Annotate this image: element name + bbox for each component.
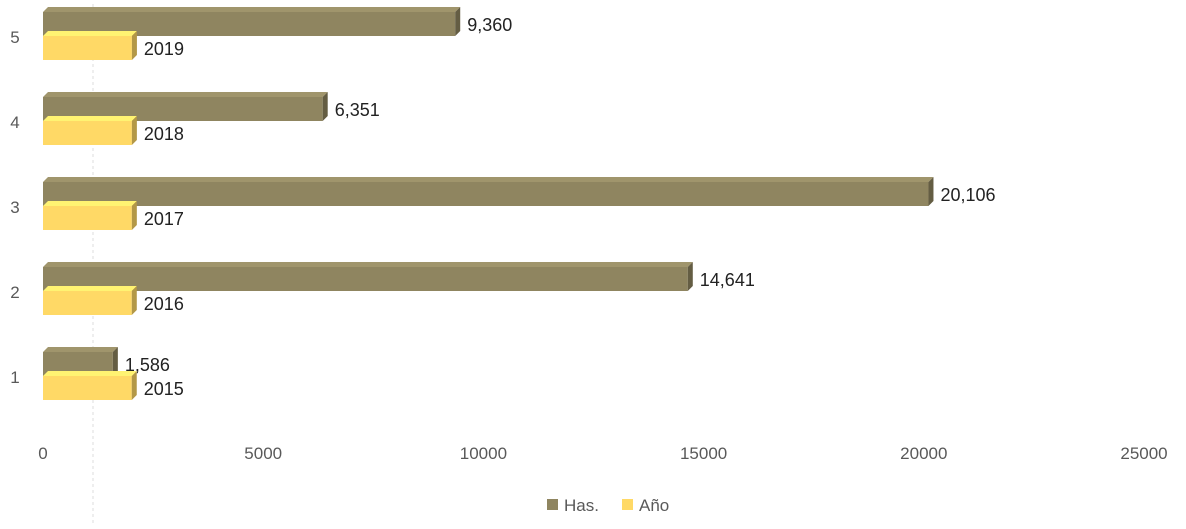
bar-top-face	[43, 177, 934, 182]
plot-area: 1 1,586 2015 2 14,641 2016 3 20,106 2017 4 6,351 20…	[10, 4, 1168, 524]
bar-front-face	[43, 182, 929, 206]
category-label: 1	[10, 368, 19, 387]
legend-swatch	[622, 499, 633, 510]
bar-top-face	[43, 262, 693, 267]
bar-front-face	[43, 376, 132, 400]
bar-ano	[43, 286, 137, 315]
bar-has	[43, 177, 934, 206]
data-label-ano: 2018	[144, 124, 184, 144]
bar-side-face	[928, 177, 934, 206]
bar-front-face	[43, 36, 132, 60]
legend-label: Has.	[564, 496, 599, 515]
bar-side-face	[112, 347, 118, 376]
legend-label: Año	[639, 496, 669, 515]
data-label-has: 6,351	[335, 100, 380, 120]
bar-top-face	[43, 201, 137, 206]
bar-top-face	[43, 92, 328, 97]
legend: Has. Año	[547, 496, 669, 515]
bar-top-face	[43, 347, 118, 352]
bar-side-face	[687, 262, 693, 291]
bar-ano	[43, 116, 137, 145]
data-label-has: 20,106	[940, 185, 995, 205]
data-label-ano: 2016	[144, 294, 184, 314]
bar-top-face	[43, 116, 137, 121]
bar-top-face	[43, 7, 461, 12]
data-label-ano: 2017	[144, 209, 184, 229]
legend-item: Has.	[547, 496, 599, 515]
bar-top-face	[43, 286, 137, 291]
bar-ano	[43, 201, 137, 230]
bar-front-face	[43, 267, 688, 291]
bar-side-face	[131, 201, 137, 230]
bar-has	[43, 92, 328, 121]
bar-front-face	[43, 121, 132, 145]
x-tick-label: 15000	[680, 444, 727, 463]
x-tick-label: 10000	[460, 444, 507, 463]
data-label-has: 1,586	[125, 355, 170, 375]
data-label-ano: 2019	[144, 39, 184, 59]
bar-side-face	[322, 92, 328, 121]
bar-side-face	[131, 371, 137, 400]
bar-front-face	[43, 291, 132, 315]
x-tick-label: 5000	[244, 444, 282, 463]
bar-top-face	[43, 31, 137, 36]
bar-ano	[43, 31, 137, 60]
data-label-has: 9,360	[467, 15, 512, 35]
legend-swatch	[547, 499, 558, 510]
data-label-has: 14,641	[700, 270, 755, 290]
bar-side-face	[455, 7, 461, 36]
legend-item: Año	[622, 496, 669, 515]
bar-ano	[43, 371, 137, 400]
category-label: 4	[10, 113, 19, 132]
bar-side-face	[131, 286, 137, 315]
bar-side-face	[131, 116, 137, 145]
bar-top-face	[43, 371, 137, 376]
category-label: 2	[10, 283, 19, 302]
x-tick-label: 0	[38, 444, 47, 463]
bar-front-face	[43, 206, 132, 230]
bar-side-face	[131, 31, 137, 60]
data-label-ano: 2015	[144, 379, 184, 399]
bar-has	[43, 262, 693, 291]
x-tick-label: 25000	[1120, 444, 1167, 463]
category-label: 3	[10, 198, 19, 217]
category-label: 5	[10, 28, 19, 47]
x-tick-label: 20000	[900, 444, 947, 463]
